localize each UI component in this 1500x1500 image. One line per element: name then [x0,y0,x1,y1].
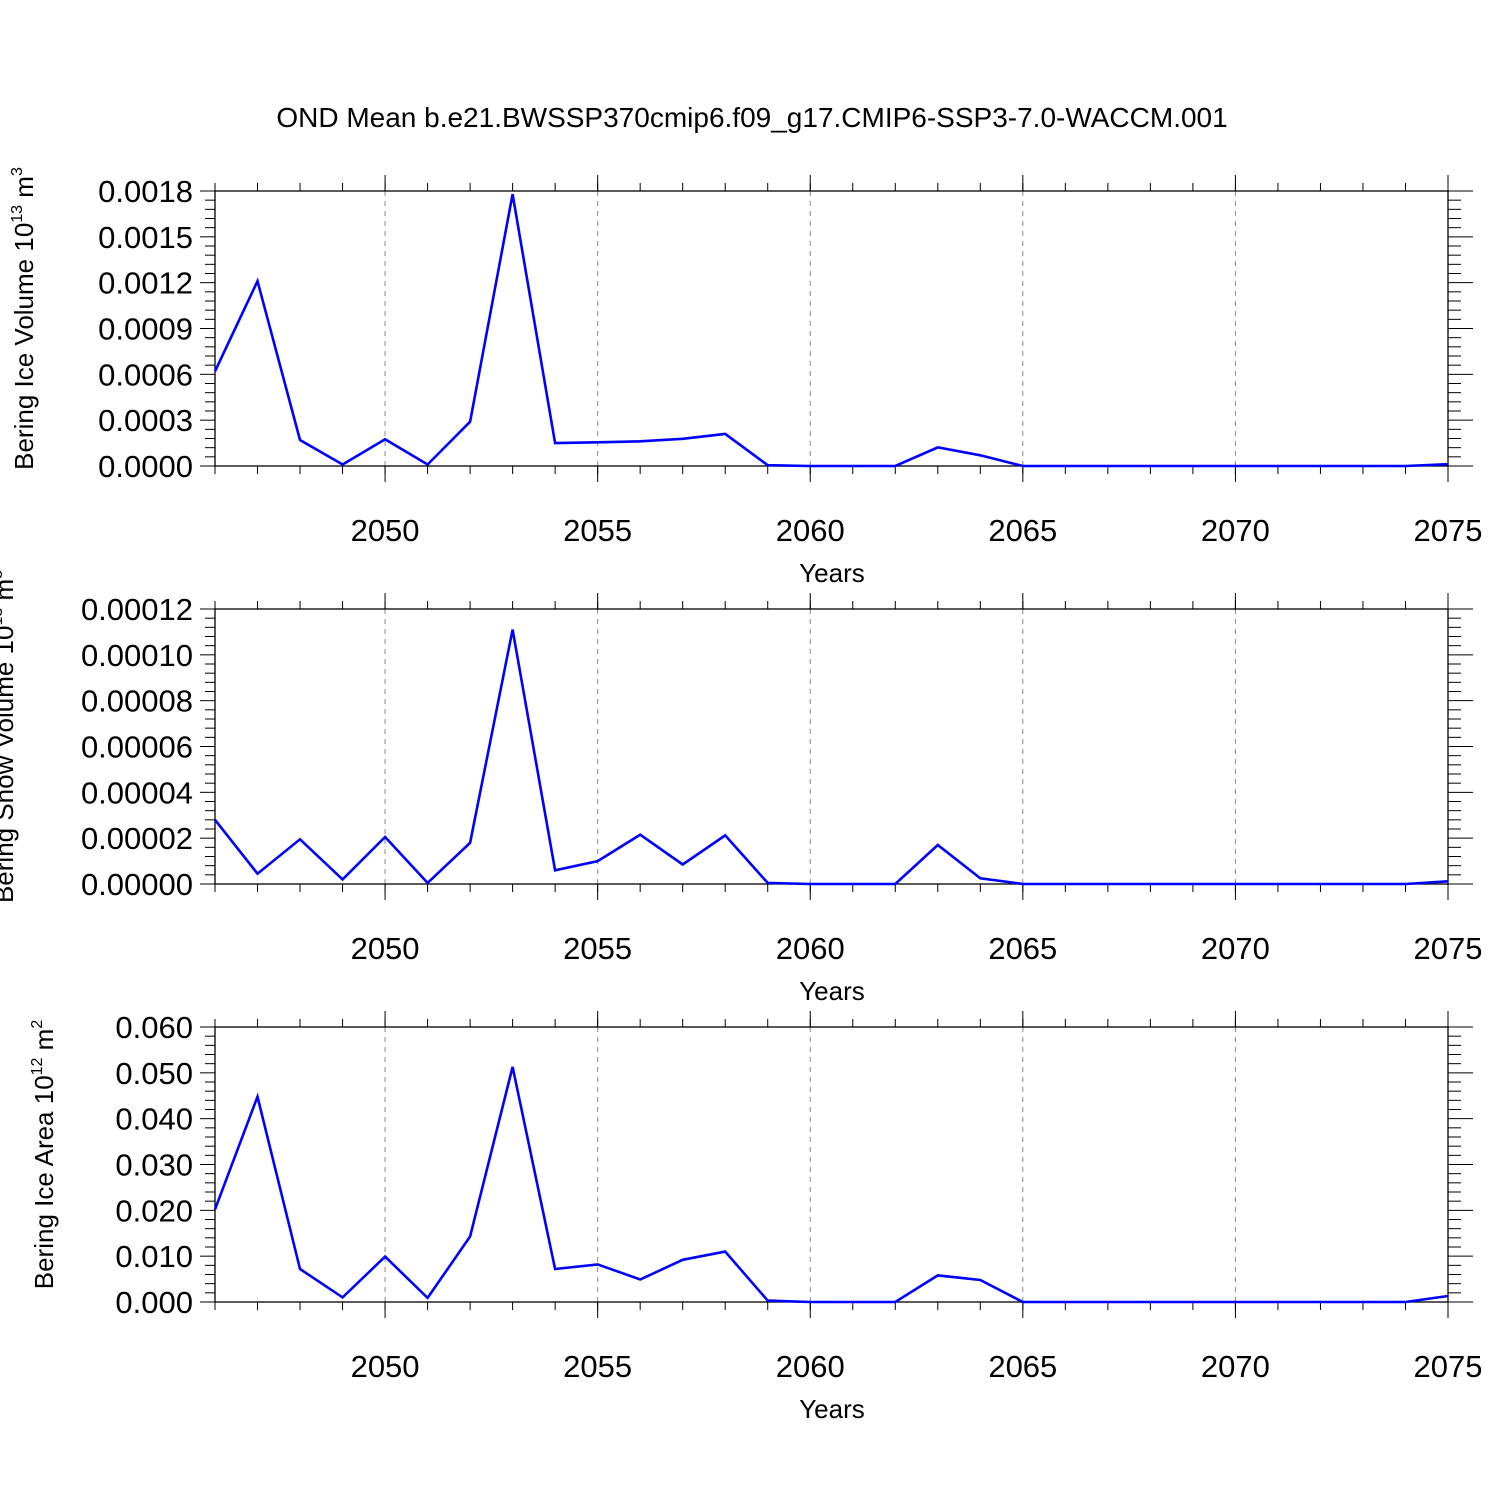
y-tick-label: 0.0018 [98,174,193,209]
y-tick-label: 0.050 [115,1056,193,1091]
y-tick-label: 0.00002 [81,821,193,856]
panel-2: 2050 2055 2060 2065 2070 2075 0.00000 0.00002 0.… [0,570,1482,1006]
panels: 2050 2055 2060 2065 2070 2075 0.0000 0.0003 0.00… [0,167,1482,1424]
y-tick-label: 0.0000 [98,449,193,484]
x-tick-label: 2075 [1414,1349,1483,1384]
x-tick-label: 2065 [988,1349,1057,1384]
y-tick-label: 0.040 [115,1102,193,1137]
plot-frame [214,190,1449,467]
series-line [213,1066,1449,1304]
x-tick-label: 2070 [1201,1349,1270,1384]
x-tick-label: 2070 [1201,931,1270,966]
x-tick-label: 2050 [351,931,420,966]
y-tick-label: 0.00006 [81,730,193,765]
y-tick-label: 0.0015 [98,220,193,255]
x-tick-label: 2060 [776,513,845,548]
x-tick-label: 2065 [988,513,1057,548]
y-axis-label: Bering Ice Volume 1013 m3 [9,167,39,470]
panel-3: 2050 2055 2060 2065 2070 2075 0.000 0.010 0.020 0… [29,1010,1482,1424]
x-tick-label: 2060 [776,1349,845,1384]
y-tick-label: 0.0009 [98,312,193,347]
y-tick-label: 0.00012 [81,592,193,627]
x-tick-label: 2055 [563,1349,632,1384]
y-tick-label: 0.060 [115,1010,193,1045]
x-tick-label: 2055 [563,931,632,966]
y-tick-label: 0.00008 [81,684,193,719]
y-tick-label: 0.000 [115,1285,193,1320]
x-axis-label: Years [799,976,865,1006]
panel-1: 2050 2055 2060 2065 2070 2075 0.0000 0.0003 0.00… [9,167,1482,588]
y-tick-label: 0.030 [115,1148,193,1183]
x-axis-label: Years [799,558,865,588]
x-tick-label: 2070 [1201,513,1270,548]
y-tick-label: 0.0006 [98,357,193,392]
x-tick-label: 2050 [351,1349,420,1384]
y-tick-label: 0.0003 [98,403,193,438]
x-axis-label: Years [799,1394,865,1424]
series-line [213,193,1449,468]
y-axis-label: Bering Ice Area 1012 m2 [29,1020,59,1290]
y-tick-label: 0.010 [115,1239,193,1274]
x-tick-label: 2055 [563,513,632,548]
y-axis-label: Bering Snow Volume 1013 m3 [0,570,19,903]
plot-frame [214,1026,1449,1303]
x-tick-label: 2050 [351,513,420,548]
y-tick-label: 0.00004 [81,775,193,810]
x-tick-label: 2075 [1414,513,1483,548]
y-tick-label: 0.00000 [81,867,193,902]
y-tick-label: 0.0012 [98,266,193,301]
y-tick-label: 0.00010 [81,638,193,673]
series-line [213,629,1449,886]
x-tick-label: 2060 [776,931,845,966]
chart-title: OND Mean b.e21.BWSSP370cmip6.f09_g17.CMI… [276,102,1227,133]
plot-frame [214,608,1449,885]
y-tick-label: 0.020 [115,1193,193,1228]
x-tick-label: 2075 [1414,931,1483,966]
x-tick-label: 2065 [988,931,1057,966]
